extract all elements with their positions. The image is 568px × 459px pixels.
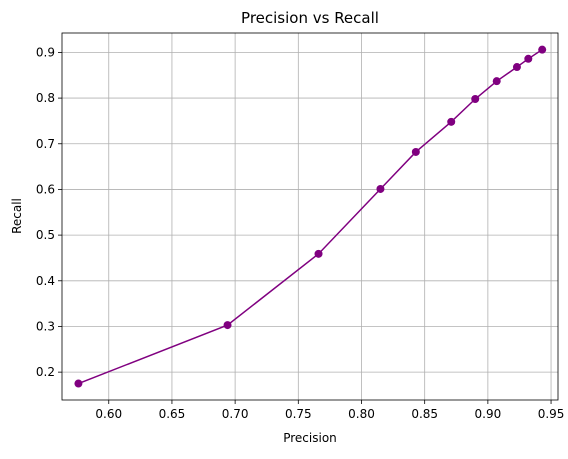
x-tick-label: 0.90 xyxy=(475,407,502,421)
y-tick-label: 0.6 xyxy=(36,182,55,196)
data-point-marker xyxy=(492,77,501,86)
grid-lines xyxy=(62,33,558,400)
data-point-marker xyxy=(512,63,521,72)
x-tick-label: 0.65 xyxy=(159,407,186,421)
x-axis-label: Precision xyxy=(283,431,337,445)
plot-frame xyxy=(61,32,559,401)
x-tick-label: 0.95 xyxy=(538,407,565,421)
x-tick-label: 0.75 xyxy=(285,407,312,421)
y-tick-label: 0.5 xyxy=(36,228,55,242)
data-point-marker xyxy=(538,45,547,54)
axis-ticks: 0.60 0.65 0.70 0.75 0.80 0.85 0.90 0.95 0.2 0.3 0.… xyxy=(36,45,565,421)
data-point-marker xyxy=(447,117,456,126)
y-tick-label: 0.4 xyxy=(36,274,55,288)
data-point-marker xyxy=(314,249,323,258)
x-tick-label: 0.60 xyxy=(95,407,122,421)
data-point-marker xyxy=(376,184,385,193)
y-axis-label: Recall xyxy=(10,198,24,234)
data-point-marker xyxy=(223,321,232,330)
y-tick-label: 0.3 xyxy=(36,319,55,333)
data-point-marker xyxy=(471,95,480,104)
y-tick-label: 0.9 xyxy=(36,45,55,59)
x-tick-label: 0.85 xyxy=(411,407,438,421)
data-point-marker xyxy=(74,379,83,388)
x-tick-label: 0.80 xyxy=(348,407,375,421)
y-tick-label: 0.8 xyxy=(36,91,55,105)
y-tick-label: 0.2 xyxy=(36,365,55,379)
chart-title: Precision vs Recall xyxy=(241,9,379,27)
data-point-marker xyxy=(524,54,533,63)
y-tick-label: 0.7 xyxy=(36,137,55,151)
x-tick-label: 0.70 xyxy=(222,407,249,421)
data-series xyxy=(74,45,547,388)
data-point-marker xyxy=(411,147,420,156)
